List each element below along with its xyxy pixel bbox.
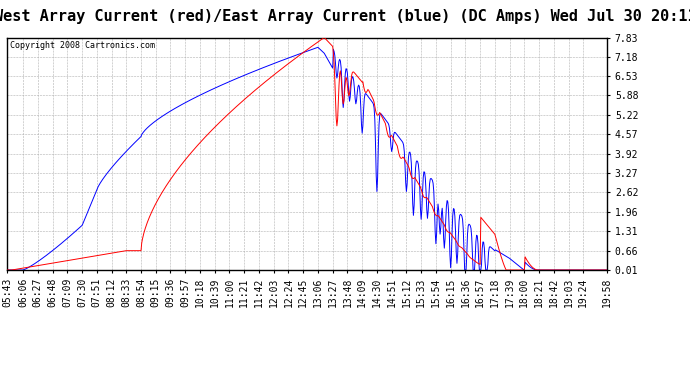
Text: Copyright 2008 Cartronics.com: Copyright 2008 Cartronics.com [10, 41, 155, 50]
Text: West Array Current (red)/East Array Current (blue) (DC Amps) Wed Jul 30 20:11: West Array Current (red)/East Array Curr… [0, 9, 690, 24]
